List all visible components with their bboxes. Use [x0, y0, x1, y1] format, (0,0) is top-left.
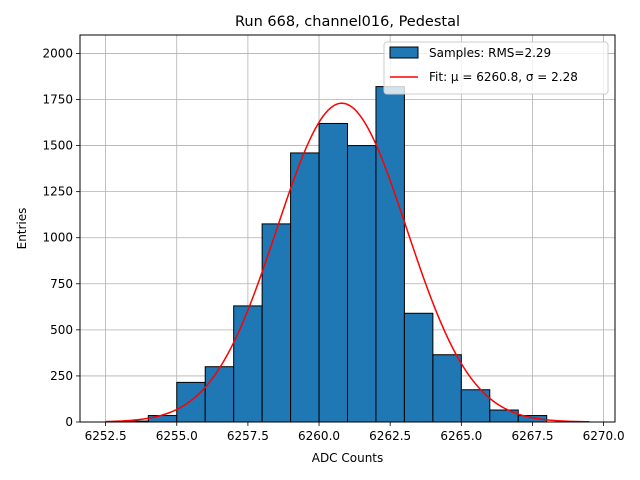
- y-axis-ticks: 0 250 500 750 1000 1250 1500 1750 2000: [42, 46, 80, 429]
- histogram-bar: [204, 366, 235, 423]
- legend-box: [383, 41, 609, 95]
- plot-frame: [79, 34, 616, 423]
- x-tick-label: 6257.5: [227, 429, 269, 443]
- gaussian-fit-line: [105, 102, 590, 423]
- histogram-bar: [176, 381, 206, 423]
- x-tick-label: 6255.0: [156, 429, 198, 443]
- x-axis-label: ADC Counts: [312, 451, 384, 465]
- chart-title: Run 668, channel016, Pedestal: [235, 14, 460, 30]
- histogram-bar: [375, 86, 405, 423]
- histogram-bar: [403, 312, 434, 423]
- x-tick-label: 6260.0: [298, 429, 340, 443]
- legend-label-samples: Samples: RMS=2.29: [429, 46, 551, 60]
- legend-swatch-samples: [389, 46, 419, 59]
- histogram-bar: [347, 145, 377, 423]
- x-axis-ticks: 6252.5 6255.0 6257.5 6260.0 6262.5 6265.0 6267…: [85, 422, 625, 443]
- histogram-bar: [233, 305, 263, 423]
- y-tick-label: 1250: [42, 185, 73, 199]
- x-tick-label: 6252.5: [85, 429, 127, 443]
- y-tick-label: 1000: [42, 231, 73, 245]
- x-tick-label: 6265.0: [440, 429, 482, 443]
- histogram-bar: [318, 122, 348, 423]
- legend-label-fit: Fit: μ = 6260.8, σ = 2.28: [429, 70, 578, 84]
- y-tick-label: 250: [50, 369, 73, 383]
- x-tick-label: 6262.5: [369, 429, 411, 443]
- histogram-bar: [290, 152, 320, 423]
- histogram-bars: [119, 86, 548, 423]
- y-axis-label: Entries: [15, 208, 29, 250]
- y-tick-label: 0: [65, 415, 73, 429]
- y-tick-label: 2000: [42, 46, 73, 60]
- x-tick-label: 6267.5: [511, 429, 553, 443]
- histogram-bar: [261, 223, 292, 423]
- histogram-bar: [432, 354, 462, 423]
- legend: Samples: RMS=2.29 Fit: μ = 6260.8, σ = 2…: [383, 41, 609, 95]
- y-tick-label: 1750: [42, 93, 73, 107]
- x-tick-label: 6270.0: [583, 429, 625, 443]
- y-tick-label: 1500: [42, 139, 73, 153]
- histogram-bar: [147, 415, 178, 423]
- y-tick-label: 500: [50, 323, 73, 337]
- y-tick-label: 750: [50, 277, 73, 291]
